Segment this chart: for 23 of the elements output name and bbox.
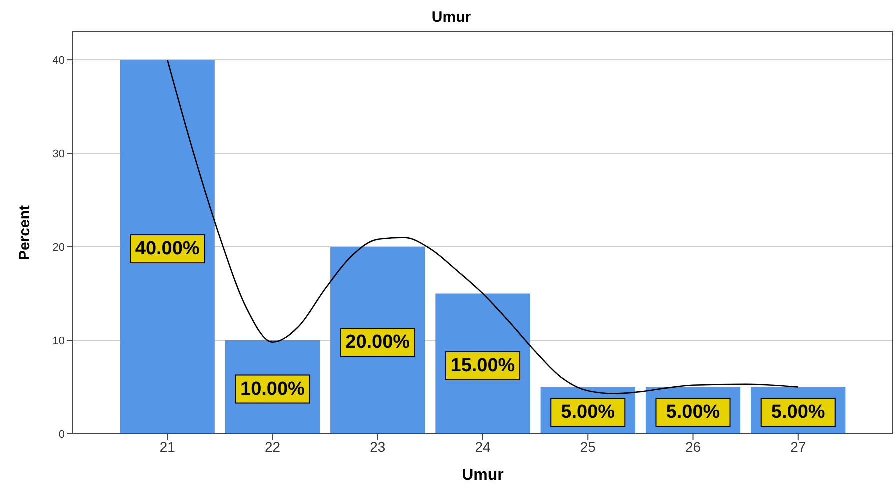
- data-label: 5.00%: [666, 402, 720, 424]
- data-label: 40.00%: [135, 238, 200, 260]
- data-label: 5.00%: [561, 402, 616, 424]
- x-axis-title: Umur: [462, 467, 504, 484]
- y-axis-title: Percent: [16, 205, 34, 261]
- y-tick-label: 20: [52, 242, 65, 254]
- x-tick-label: 27: [790, 438, 806, 455]
- y-tick-label: 30: [52, 148, 65, 160]
- x-tick-label: 22: [264, 438, 281, 455]
- bar: [120, 60, 215, 434]
- data-label: 10.00%: [240, 378, 306, 400]
- x-tick-label: 21: [160, 438, 176, 455]
- data-label: 15.00%: [450, 355, 516, 376]
- y-tick-label: 0: [58, 428, 65, 441]
- x-tick-label: 24: [475, 438, 491, 455]
- y-tick-label: 10: [52, 335, 65, 348]
- x-tick-label: 23: [370, 438, 386, 455]
- data-label: 20.00%: [346, 332, 410, 354]
- chart-title: Umur: [430, 8, 472, 28]
- y-tick-label: 40: [52, 54, 65, 67]
- x-tick-label: 25: [580, 438, 596, 455]
- data-label: 5.00%: [771, 402, 826, 424]
- x-tick-label: 26: [685, 438, 702, 455]
